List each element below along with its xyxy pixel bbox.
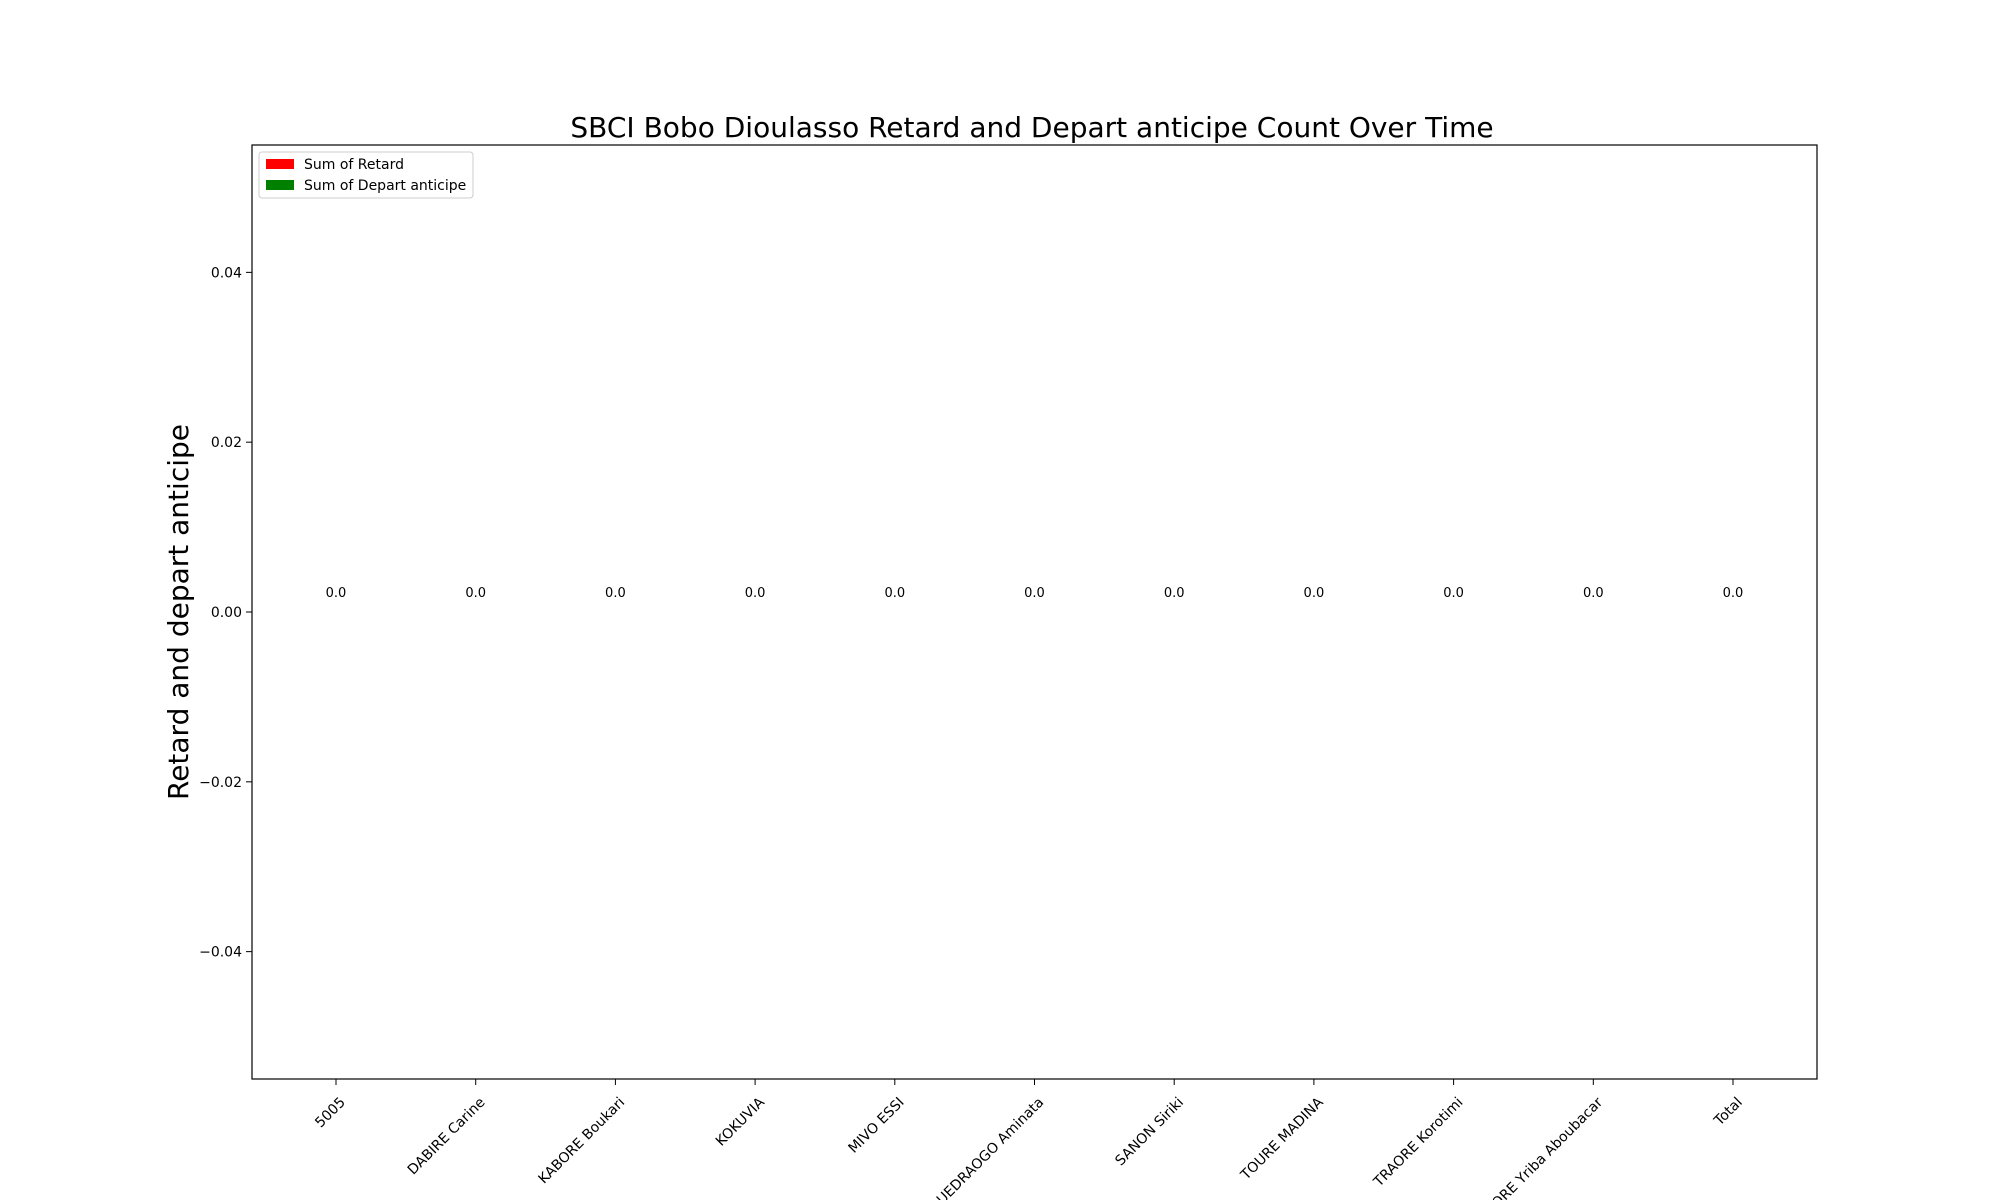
- bar-value-label: 0.0: [1723, 586, 1744, 601]
- bar-value-label: 0.0: [1024, 586, 1045, 601]
- bar-value-label: 0.0: [605, 586, 626, 601]
- x-tick-label: Total: [1711, 1095, 1746, 1130]
- x-tick-label: TOURE MADINA: [1237, 1094, 1327, 1184]
- bar-labels: 0.0 0.0 0.0 0.0 0.0 0.0 0.0 0.0 0.0 0.0 0.0: [326, 586, 1744, 601]
- bar-value-label: 0.0: [1304, 586, 1325, 601]
- legend-label-retard: Sum of Retard: [304, 157, 404, 173]
- x-tick-label: KABORE Boukari: [536, 1095, 629, 1188]
- legend-swatch-retard: [266, 159, 294, 169]
- y-tick-label: −0.04: [199, 945, 242, 961]
- bar-value-label: 0.0: [1164, 586, 1185, 601]
- legend-swatch-depart-anticipe: [266, 180, 294, 190]
- x-tick-label: 5005: [312, 1095, 349, 1132]
- bar-value-label: 0.0: [884, 586, 905, 601]
- plot-area-frame: [251, 144, 1818, 1080]
- x-tick-label: TRAORE Korotimi: [1370, 1095, 1466, 1191]
- x-tick-label: DABIRE Carine: [405, 1095, 489, 1179]
- bar-value-label: 0.0: [326, 586, 347, 601]
- x-tick-label: OUEDRAOGO Aminata: [926, 1095, 1047, 1200]
- x-tick-label: KOKUVIA: [713, 1094, 768, 1149]
- y-axis-ticks: −0.04 −0.02 0.00 0.02 0.04: [199, 265, 252, 961]
- bar-value-label: 0.0: [1583, 586, 1604, 601]
- legend-box: [258, 151, 474, 199]
- legend: Sum of Retard Sum of Depart anticipe: [258, 151, 474, 199]
- y-tick-label: 0.02: [211, 435, 242, 451]
- y-tick-label: −0.02: [199, 775, 242, 791]
- x-tick-label: MIVO ESSI: [846, 1095, 908, 1157]
- y-tick-label: 0.04: [211, 265, 242, 281]
- y-tick-label: 0.00: [211, 605, 242, 621]
- bar-value-label: 0.0: [1443, 586, 1464, 601]
- x-axis-ticks: 5005 DABIRE Carine KABORE Boukari KOKUVIA MI…: [312, 1079, 1746, 1200]
- y-axis-label: Retard and depart anticipe: [162, 424, 195, 800]
- x-tick-label: SANON Siriki: [1112, 1095, 1187, 1170]
- x-tick-label: TRAORE Yriba Aboubacar: [1469, 1094, 1606, 1200]
- legend-label-depart-anticipe: Sum of Depart anticipe: [304, 178, 466, 194]
- chart-title: SBCI Bobo Dioulasso Retard and Depart an…: [570, 111, 1493, 144]
- bar-value-label: 0.0: [745, 586, 766, 601]
- bar-value-label: 0.0: [465, 586, 486, 601]
